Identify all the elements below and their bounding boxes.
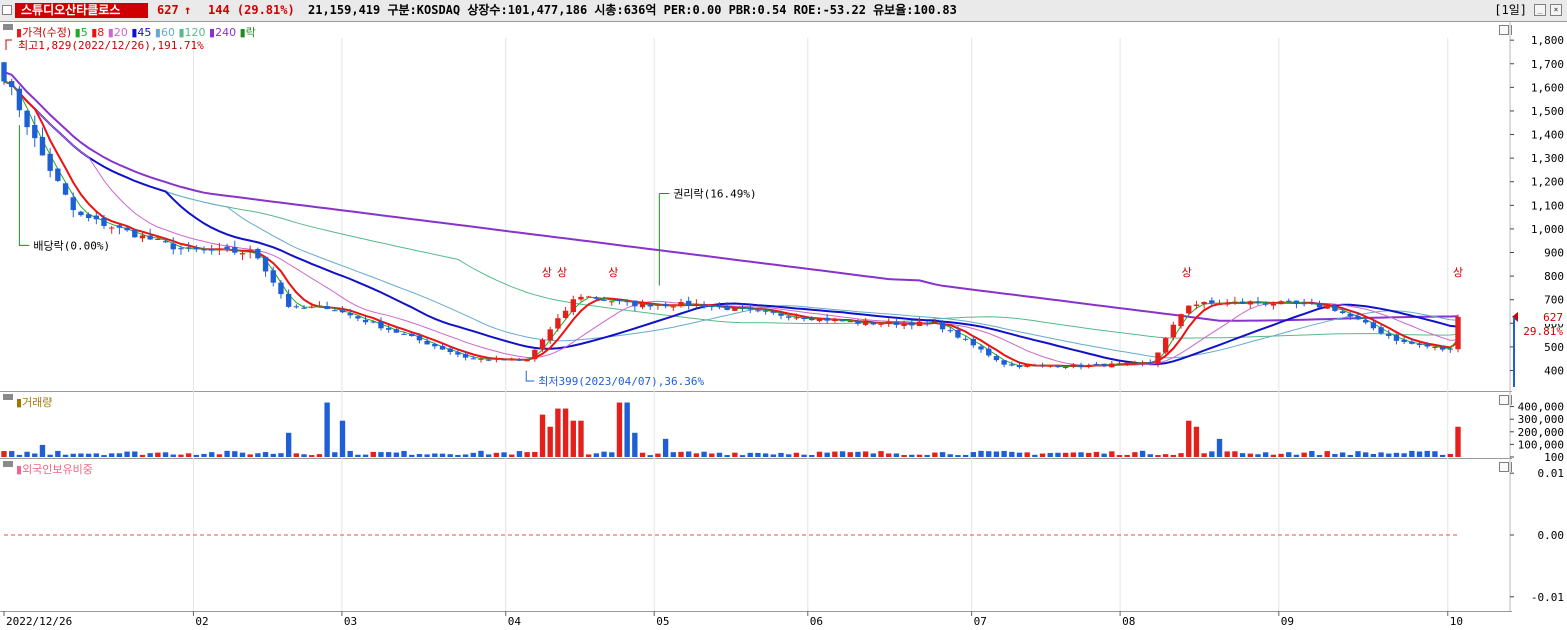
close-icon[interactable]: ×: [1550, 4, 1562, 16]
x-tick-label: 03: [344, 615, 357, 628]
pane-menu-icon[interactable]: [3, 394, 13, 400]
x-tick-label: 07: [974, 615, 987, 628]
pane-settings-icon[interactable]: [1499, 462, 1509, 472]
x-tick-label: 05: [656, 615, 669, 628]
legend-price-label: 가격(수정): [22, 26, 72, 39]
legend-ma120: ▮120: [178, 26, 206, 39]
stock-name[interactable]: 스튜디오산타클로스: [15, 3, 148, 18]
price-change: 144 (29.81%): [208, 3, 295, 17]
stock-metrics: 21,159,419 구분:KOSDAQ 상장수:101,477,186 시총:…: [308, 3, 957, 17]
legend-ma45: ▮45: [131, 26, 152, 39]
price-pane: ▮가격(수정) ▮5 ▮8 ▮20 ▮45 ▮60 ▮120 ▮240 ▮락: [0, 22, 1567, 392]
pane-close-icon[interactable]: [1511, 395, 1521, 405]
legend-ma20: ▮20: [107, 26, 128, 39]
minimize-icon[interactable]: _: [1534, 4, 1546, 16]
legend-ma60: ▮60: [154, 26, 175, 39]
legend-bullet-icon: ▮: [16, 26, 23, 39]
x-tick-label: 09: [1281, 615, 1294, 628]
stock-info-bar: 스튜디오산타클로스 627 ↑ 144 (29.81%) 21,159,419 …: [0, 0, 1567, 22]
pane-settings-icon[interactable]: [1499, 25, 1509, 35]
pane-settings-icon[interactable]: [1499, 395, 1509, 405]
legend-ma240: ▮240: [209, 26, 237, 39]
pane-menu-icon[interactable]: [3, 24, 13, 30]
volume-legend: ▮거래량: [16, 396, 53, 409]
x-tick-label: 06: [810, 615, 823, 628]
current-price: 627: [157, 3, 179, 17]
price-legend: ▮가격(수정) ▮5 ▮8 ▮20 ▮45 ▮60 ▮120 ▮240 ▮락: [16, 24, 256, 40]
foreign-legend: ▮외국인보유비중: [16, 463, 93, 476]
period-selector[interactable]: [1일]: [1494, 3, 1527, 17]
x-tick-label: 10: [1450, 615, 1463, 628]
legend-event: ▮락: [239, 26, 256, 39]
x-tick-label: 04: [508, 615, 522, 628]
volume-pane: ▮거래량: [0, 392, 1567, 459]
foreign-ownership-pane: ▮외국인보유비중: [0, 459, 1567, 612]
x-tick-label: 08: [1122, 615, 1135, 628]
select-checkbox[interactable]: [2, 5, 12, 15]
pane-close-icon[interactable]: [1511, 462, 1521, 472]
legend-ma5: ▮5: [74, 26, 88, 39]
x-tick-label: 2022/12/26: [6, 615, 72, 628]
up-arrow-icon: ↑: [184, 3, 192, 17]
x-tick-label: 02: [195, 615, 208, 628]
pane-close-icon[interactable]: [1511, 25, 1521, 35]
pane-menu-icon[interactable]: [3, 461, 13, 467]
legend-ma8: ▮8: [91, 26, 105, 39]
